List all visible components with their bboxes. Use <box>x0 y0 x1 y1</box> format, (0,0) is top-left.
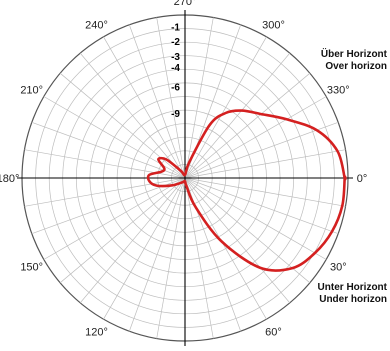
grid-spoke <box>184 177 267 320</box>
angle-label: 180° <box>0 173 19 185</box>
grid-spoke <box>79 177 186 304</box>
grid-spoke <box>184 121 339 179</box>
angle-label: 240° <box>85 20 108 32</box>
angle-label: 330° <box>327 85 350 97</box>
lower-annotation-line-2: Under horizon <box>319 294 387 305</box>
grid-spoke <box>128 177 186 332</box>
upper-annotation-line-2: Over horizon <box>325 61 387 72</box>
grid-spoke <box>184 177 291 304</box>
grid-spoke <box>103 177 186 320</box>
ring-label: -6 <box>171 83 180 94</box>
grid-spoke <box>103 36 186 179</box>
ring-label: -3 <box>171 52 180 63</box>
ring-label: -9 <box>171 109 180 120</box>
grid-spoke <box>184 177 346 207</box>
ring-labels: -1 -2 -3-4 -6 -9 <box>171 22 180 119</box>
grid-spoke <box>184 177 214 339</box>
angle-label: 210° <box>20 85 43 97</box>
grid-spoke <box>31 177 186 235</box>
angle-label: 0° <box>357 173 368 185</box>
angle-label: 120° <box>85 326 108 338</box>
grid-spoke <box>184 36 267 179</box>
ring-label: -1 <box>171 22 180 33</box>
grid-spoke <box>156 17 186 179</box>
ring-label: -4 <box>171 63 180 74</box>
grid-spoke <box>31 121 186 179</box>
grid-spoke <box>24 177 186 207</box>
ring-label: -2 <box>171 37 180 48</box>
grid-spoke <box>184 52 291 179</box>
grid-spoke <box>184 96 327 179</box>
grid-spoke <box>184 72 311 179</box>
grid-spoke <box>79 52 186 179</box>
angle-label: 270° <box>174 0 197 8</box>
angle-label: 60° <box>265 326 282 338</box>
grid-spoke <box>184 17 214 179</box>
upper-annotation-line-1: Über Horizont <box>321 47 388 60</box>
grid-spoke <box>184 177 311 284</box>
grid-spoke <box>43 177 186 260</box>
angle-label: 150° <box>20 262 43 274</box>
angle-labels: 270°300°330°0°30°60°90°120°150°180°210°2… <box>0 0 367 351</box>
grid-spoke <box>184 177 327 260</box>
grid-spoke <box>59 177 186 284</box>
grid-spoke <box>59 72 186 179</box>
pattern-curve <box>146 109 347 272</box>
lower-annotation-line-1: Unter Horizont <box>318 282 388 293</box>
angle-label: 300° <box>262 20 285 32</box>
grid-spoke <box>184 149 346 179</box>
polar-grid <box>17 10 353 346</box>
grid-spoke <box>156 177 186 339</box>
grid-spoke <box>184 177 339 235</box>
pattern-layer <box>146 109 347 272</box>
grid-spoke <box>128 24 186 179</box>
angle-label: 30° <box>330 262 347 274</box>
